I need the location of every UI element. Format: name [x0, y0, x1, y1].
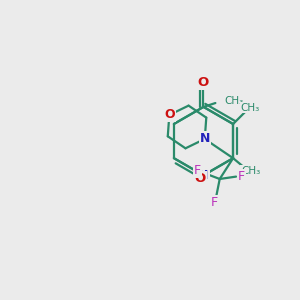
Text: CH₃: CH₃ — [241, 166, 261, 176]
Text: N: N — [198, 169, 209, 182]
Text: O: O — [194, 172, 206, 185]
Text: F: F — [194, 164, 201, 178]
Text: CH₃: CH₃ — [224, 96, 244, 106]
Text: F: F — [211, 196, 218, 209]
Text: O: O — [198, 76, 209, 89]
Text: CH₃: CH₃ — [241, 103, 260, 112]
Text: O: O — [164, 109, 175, 122]
Text: F: F — [238, 169, 245, 182]
Text: N: N — [200, 133, 210, 146]
